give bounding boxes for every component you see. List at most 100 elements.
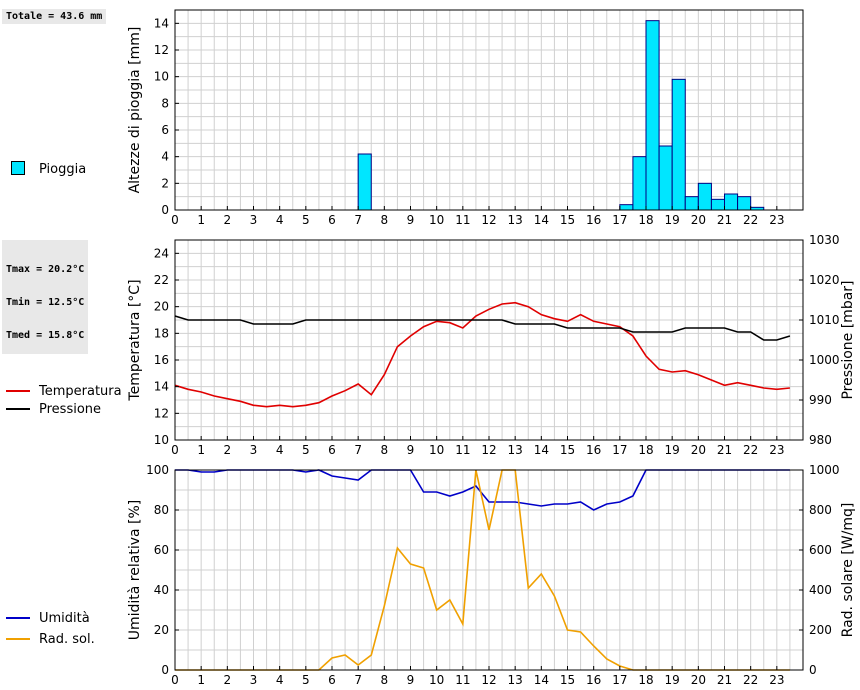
x-tick-label: 0 xyxy=(171,443,179,457)
x-tick-label: 23 xyxy=(769,213,784,227)
x-tick-label: 2 xyxy=(224,673,232,687)
x-tick-label: 18 xyxy=(638,673,653,687)
x-tick-label: 12 xyxy=(481,213,496,227)
y-tick-label: 22 xyxy=(154,273,169,287)
x-tick-label: 21 xyxy=(717,443,732,457)
rain-bar xyxy=(737,196,752,211)
x-tick-label: 8 xyxy=(381,673,389,687)
x-tick-label: 16 xyxy=(586,443,601,457)
x-tick-label: 23 xyxy=(769,673,784,687)
y-tick-label: 20 xyxy=(154,300,169,314)
x-tick-label: 2 xyxy=(224,213,232,227)
rain-bar xyxy=(671,78,686,211)
x-tick-label: 3 xyxy=(250,443,258,457)
humidity-legend-label: Umidità xyxy=(39,611,90,626)
y2-tick-label: 1020 xyxy=(809,273,840,287)
x-tick-label: 19 xyxy=(665,443,680,457)
pressure-line xyxy=(174,315,791,341)
x-tick-label: 14 xyxy=(534,443,549,457)
y2-tick-label: 0 xyxy=(809,663,817,677)
y-tick-label: 12 xyxy=(154,406,169,420)
y-tick-label: 2 xyxy=(161,176,169,190)
x-tick-label: 13 xyxy=(508,443,523,457)
x-tick-label: 15 xyxy=(560,673,575,687)
x-tick-label: 12 xyxy=(481,443,496,457)
y-axis-title: Umidità relativa [%] xyxy=(127,500,143,641)
x-tick-label: 9 xyxy=(407,673,415,687)
tmed-text: Tmed = 15.8°C xyxy=(6,330,85,341)
temperature-legend-label: Temperatura xyxy=(39,384,122,399)
rain-bar xyxy=(724,193,739,211)
rain-bar xyxy=(697,182,712,211)
y2-tick-label: 800 xyxy=(809,503,832,517)
y-tick-label: 14 xyxy=(154,380,169,394)
x-tick-label: 1 xyxy=(197,213,205,227)
x-tick-label: 15 xyxy=(560,213,575,227)
x-tick-label: 3 xyxy=(250,673,258,687)
x-tick-label: 18 xyxy=(638,213,653,227)
y-tick-label: 40 xyxy=(154,583,169,597)
y-tick-label: 0 xyxy=(161,203,169,217)
y2-tick-label: 1010 xyxy=(809,313,840,327)
x-tick-label: 5 xyxy=(302,673,310,687)
x-tick-label: 21 xyxy=(717,673,732,687)
x-tick-label: 20 xyxy=(691,443,706,457)
y-tick-label: 18 xyxy=(154,326,169,340)
x-tick-label: 17 xyxy=(612,673,627,687)
pressure-legend-line xyxy=(6,408,30,410)
x-tick-label: 20 xyxy=(691,673,706,687)
x-tick-label: 17 xyxy=(612,213,627,227)
tmax-text: Tmax = 20.2°C xyxy=(6,264,85,275)
x-tick-label: 11 xyxy=(455,443,470,457)
y-axis-title: Altezze di pioggia [mm] xyxy=(127,27,143,194)
x-tick-label: 9 xyxy=(407,213,415,227)
x-tick-label: 15 xyxy=(560,443,575,457)
x-tick-label: 14 xyxy=(534,673,549,687)
rain-legend-swatch xyxy=(11,161,25,175)
y-tick-label: 80 xyxy=(154,503,169,517)
x-tick-label: 14 xyxy=(534,213,549,227)
y-tick-label: 20 xyxy=(154,623,169,637)
rain-bar xyxy=(658,145,673,211)
radiation-legend-label: Rad. sol. xyxy=(39,632,95,647)
y2-tick-label: 990 xyxy=(809,393,832,407)
x-tick-label: 19 xyxy=(665,673,680,687)
y-tick-label: 24 xyxy=(154,246,169,260)
x-tick-label: 9 xyxy=(407,443,415,457)
y2-axis-title: Rad. solare [W/mq] xyxy=(840,503,856,638)
x-tick-label: 20 xyxy=(691,213,706,227)
y2-tick-label: 200 xyxy=(809,623,832,637)
y-tick-label: 6 xyxy=(161,123,169,137)
x-tick-label: 4 xyxy=(276,673,284,687)
x-tick-label: 8 xyxy=(381,213,389,227)
x-tick-label: 4 xyxy=(276,443,284,457)
y-tick-label: 8 xyxy=(161,96,169,110)
x-tick-label: 11 xyxy=(455,673,470,687)
rain-bar xyxy=(632,156,647,211)
x-tick-label: 2 xyxy=(224,443,232,457)
temperature-line xyxy=(174,301,790,408)
y-axis-title: Temperatura [°C] xyxy=(127,279,143,401)
rain-bar xyxy=(684,196,699,211)
x-tick-label: 16 xyxy=(586,673,601,687)
rain-bar xyxy=(645,20,660,211)
y-tick-label: 12 xyxy=(154,43,169,57)
x-tick-label: 11 xyxy=(455,213,470,227)
x-tick-label: 21 xyxy=(717,213,732,227)
y2-tick-label: 1000 xyxy=(809,353,840,367)
x-tick-label: 16 xyxy=(586,213,601,227)
x-tick-label: 18 xyxy=(638,443,653,457)
y2-tick-label: 1030 xyxy=(809,233,840,247)
y-tick-label: 100 xyxy=(146,463,169,477)
y2-axis-title: Pressione [mbar] xyxy=(840,280,856,399)
y2-tick-label: 600 xyxy=(809,543,832,557)
x-tick-label: 4 xyxy=(276,213,284,227)
tmin-text: Tmin = 12.5°C xyxy=(6,297,85,308)
x-tick-label: 7 xyxy=(354,673,362,687)
x-tick-label: 10 xyxy=(429,213,444,227)
y2-tick-label: 400 xyxy=(809,583,832,597)
x-tick-label: 22 xyxy=(743,443,758,457)
x-tick-label: 22 xyxy=(743,673,758,687)
x-tick-label: 17 xyxy=(612,443,627,457)
